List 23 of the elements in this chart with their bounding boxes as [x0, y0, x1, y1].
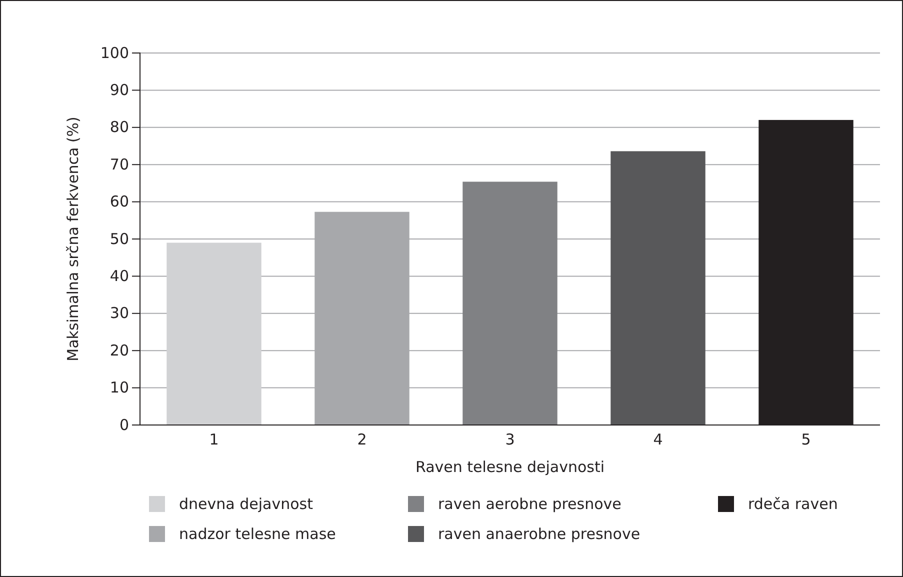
x-tick-label: 5 — [801, 430, 811, 449]
x-tick-label: 1 — [209, 430, 219, 449]
legend-label: nadzor telesne mase — [179, 525, 336, 543]
y-tick-label: 50 — [110, 230, 129, 248]
legend-label: raven anaerobne presnove — [438, 525, 640, 543]
y-tick-label: 80 — [110, 118, 129, 136]
x-tick-label: 3 — [505, 430, 515, 449]
y-tick-label: 90 — [110, 81, 129, 99]
legend-label: dnevna dejavnost — [179, 495, 314, 513]
legend-label: rdeča raven — [748, 495, 838, 513]
y-axis-title: Maksimalna srčna ferkvenca (%) — [64, 116, 82, 362]
y-tick-label: 30 — [110, 304, 129, 322]
y-tick-label: 20 — [110, 341, 129, 360]
x-tick-label: 4 — [653, 430, 663, 449]
y-tick-label: 40 — [110, 267, 129, 285]
y-tick-label: 10 — [110, 378, 129, 397]
y-tick-label: 0 — [119, 416, 129, 434]
legend-label: raven aerobne presnove — [438, 495, 622, 513]
y-tick-label: 100 — [100, 44, 129, 62]
x-tick-label: 2 — [357, 430, 367, 449]
y-tick-label: 70 — [110, 155, 129, 174]
y-tick-label: 60 — [110, 192, 129, 211]
x-axis-title: Raven telesne dejavnosti — [415, 458, 605, 476]
